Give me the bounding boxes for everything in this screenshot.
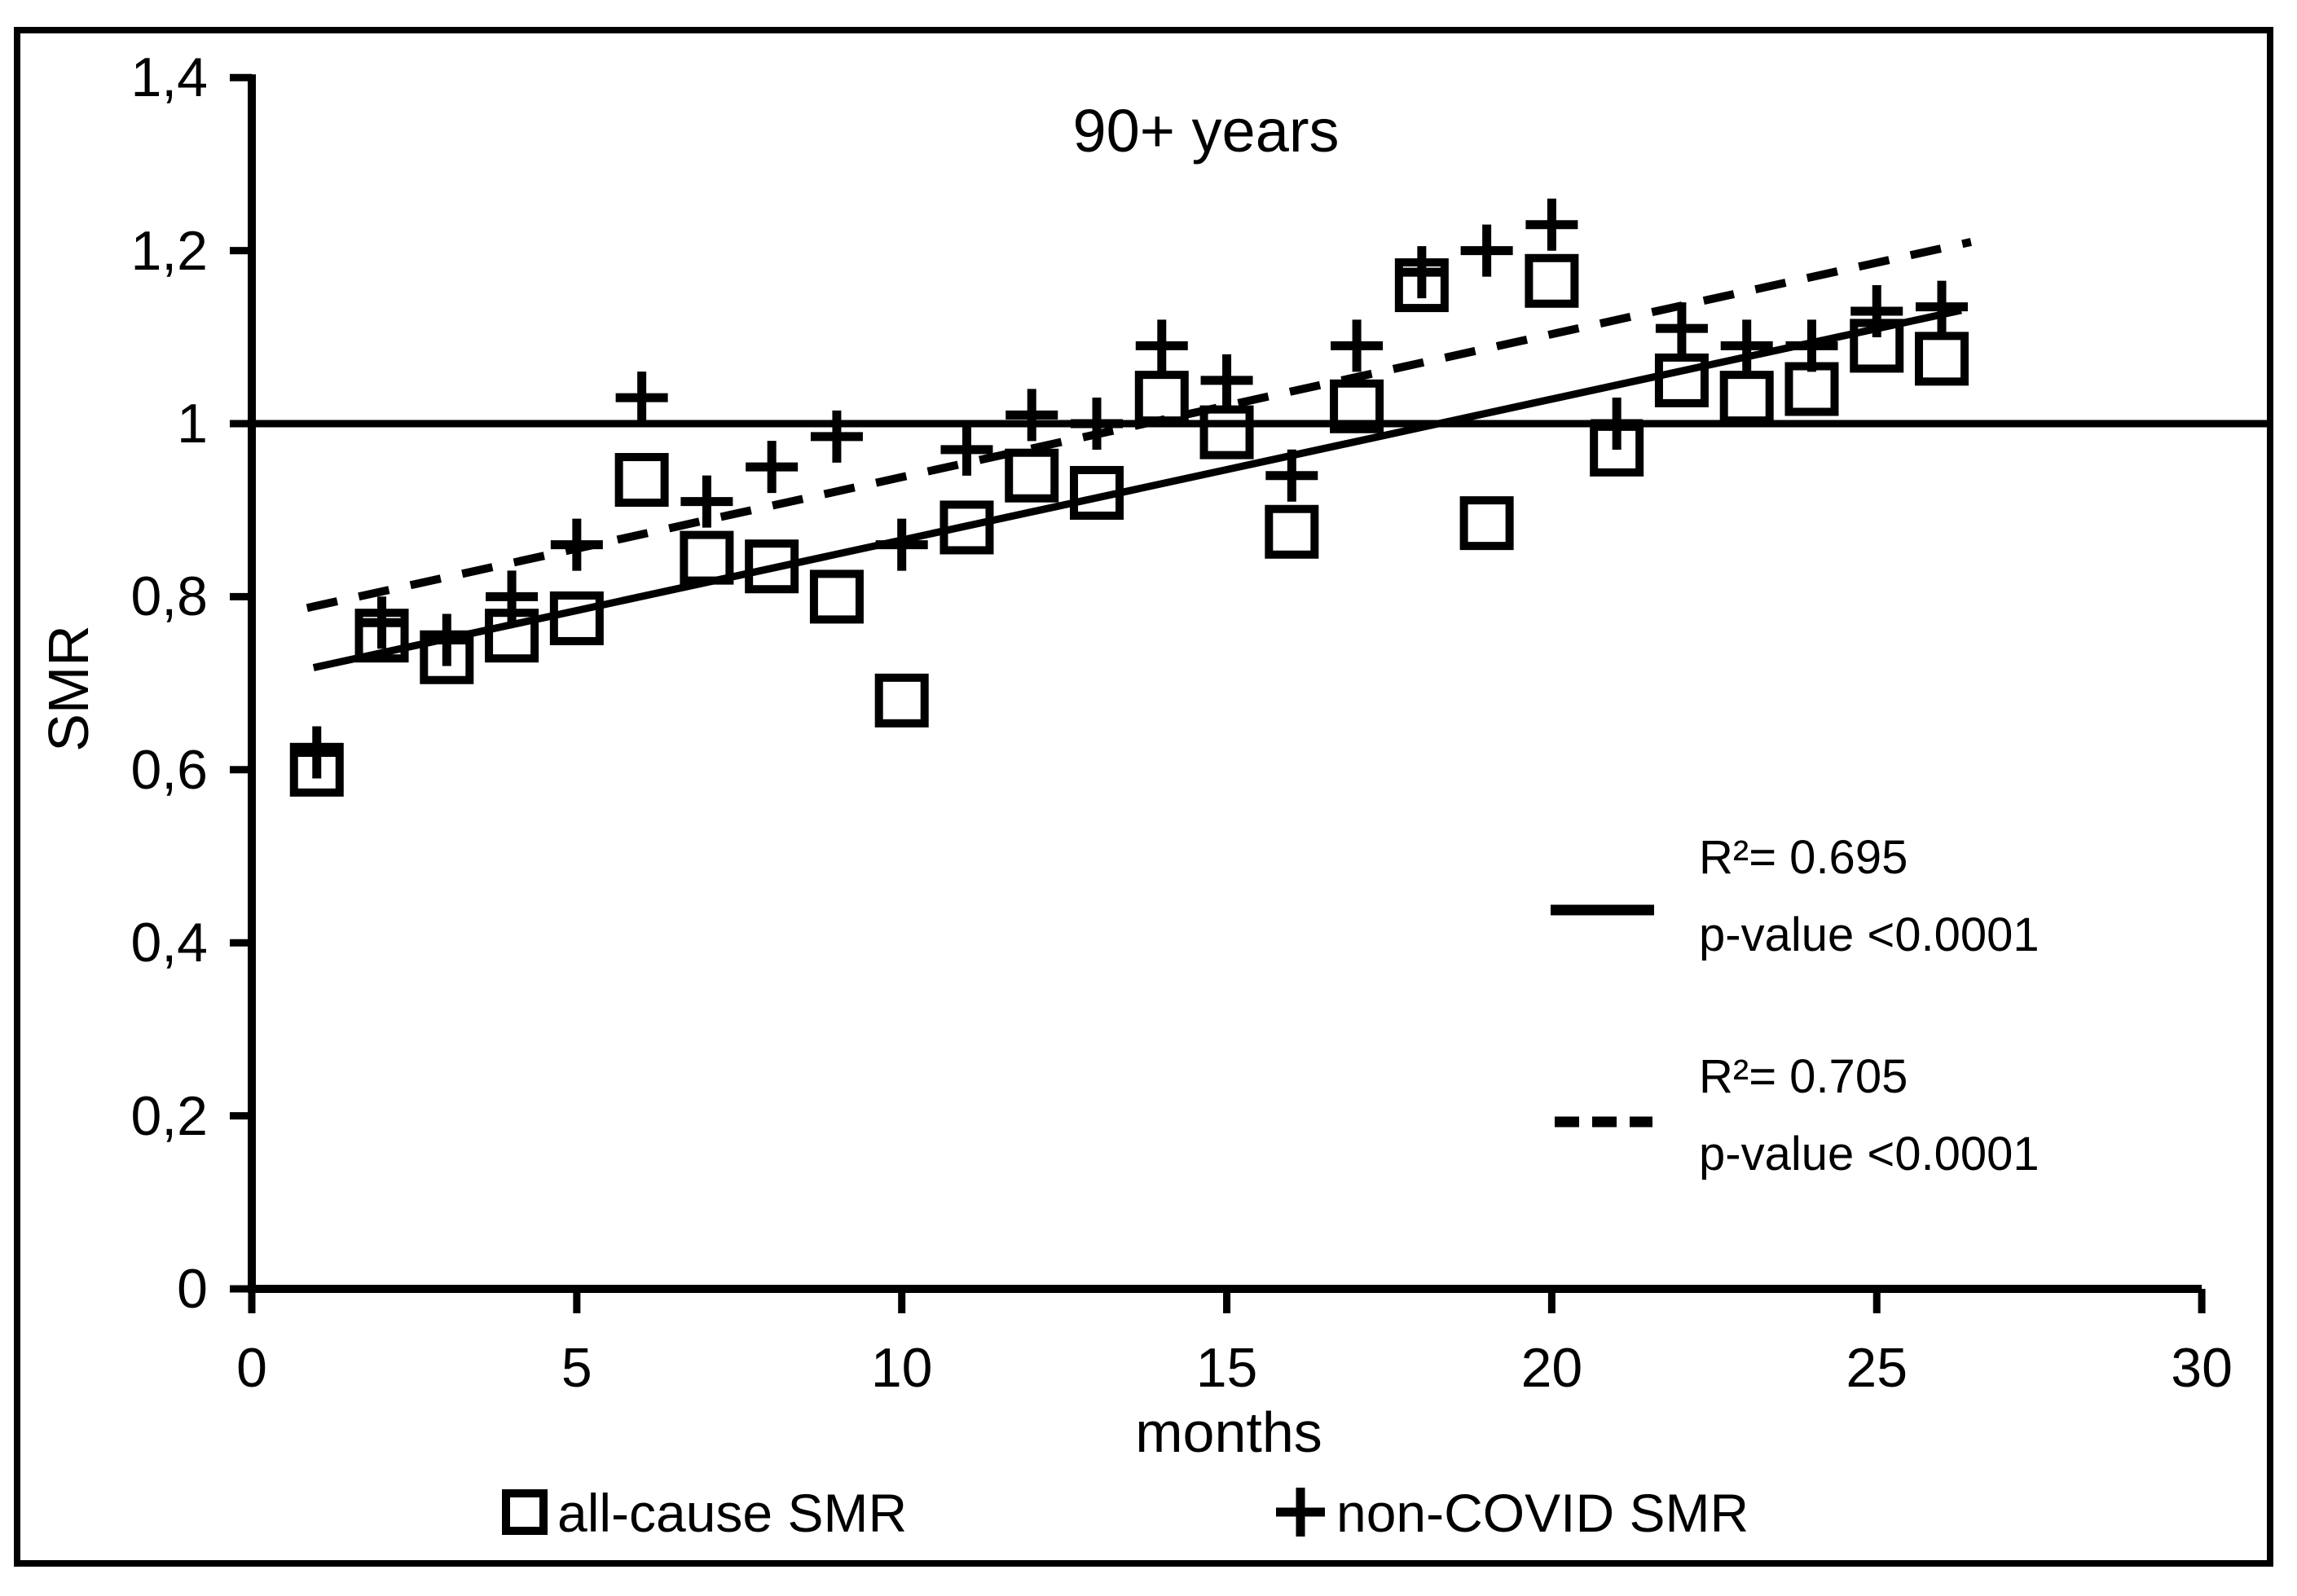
trendline-annotation-dashed: R²= 0.705 p-value <0.0001 [1699, 1038, 2040, 1193]
legend-label-non-covid: non-COVID SMR [1336, 1483, 1749, 1543]
all-cause-marker-month-10 [874, 673, 929, 728]
y-tick-label-0,2: 0,2 [130, 1084, 208, 1147]
y-tick-label-1,4: 1,4 [130, 46, 208, 109]
x-axis-label: months [1135, 1400, 1322, 1464]
p-value-dashed: p-value <0.0001 [1699, 1128, 2040, 1181]
p-value-solid: p-value <0.0001 [1699, 908, 2040, 961]
x-tick-label-20: 20 [1520, 1337, 1583, 1399]
figure-border [14, 27, 2273, 1567]
x-tick-label-25: 25 [1846, 1337, 1908, 1399]
all-cause-marker-month-20 [1525, 253, 1579, 308]
y-axis-label: SMR [37, 625, 100, 752]
all-cause-marker-month-19 [1459, 496, 1514, 551]
r2-value-dashed: R²= 0.705 [1699, 1050, 1908, 1103]
all-cause-marker-month-13 [1070, 465, 1124, 520]
x-tick-label-5: 5 [561, 1337, 592, 1399]
y-tick-label-0,8: 0,8 [130, 565, 208, 628]
chart-title: 90+ years [1072, 97, 1340, 165]
legend-label-all-cause: all-cause SMR [557, 1483, 908, 1543]
all-cause-marker-month-22 [1654, 353, 1709, 407]
x-tick-label-10: 10 [870, 1337, 933, 1399]
all-cause-marker-month-17 [1330, 379, 1384, 433]
all-cause-marker-month-9 [809, 569, 864, 624]
all-cause-marker-month-14 [1134, 371, 1189, 425]
x-tick-label-30: 30 [2171, 1337, 2233, 1399]
all-cause-marker-month-26 [1915, 332, 1969, 386]
y-tick-label-0,4: 0,4 [130, 912, 208, 974]
y-tick-label-1: 1 [177, 393, 208, 455]
y-tick-label-1,2: 1,2 [130, 219, 208, 282]
y-tick-label-0: 0 [177, 1258, 208, 1320]
trendline-annotation-solid: R²= 0.695 p-value <0.0001 [1699, 819, 2040, 974]
all-cause-marker-month-5 [549, 591, 604, 645]
all-cause-marker-month-15 [1199, 405, 1254, 459]
square-marker-icon [502, 1489, 548, 1535]
all-cause-marker-month-6 [614, 453, 669, 508]
all-cause-marker-month-8 [745, 539, 799, 594]
y-tick-label-0,6: 0,6 [130, 738, 208, 801]
r2-value-solid: R²= 0.695 [1699, 831, 1908, 884]
all-cause-marker-month-23 [1719, 371, 1774, 425]
x-tick-label-0: 0 [236, 1337, 267, 1399]
all-cause-marker-month-12 [1005, 448, 1059, 503]
all-cause-marker-month-24 [1784, 362, 1839, 416]
x-tick-label-15: 15 [1195, 1337, 1258, 1399]
all-cause-marker-month-11 [939, 500, 994, 555]
all-cause-marker-month-16 [1265, 504, 1319, 559]
trendline-all-cause [312, 306, 1962, 671]
all-cause-marker-month-7 [680, 530, 734, 585]
plus-marker-icon [1276, 1488, 1325, 1537]
